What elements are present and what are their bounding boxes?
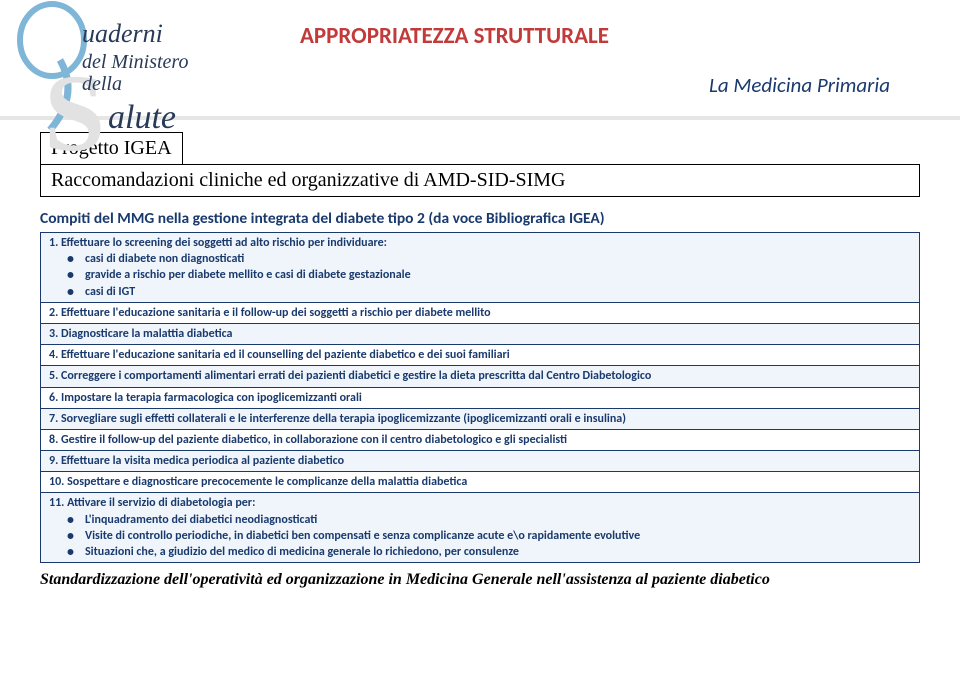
- table-row: 6. Impostare la terapia farmacologica co…: [41, 388, 919, 409]
- section-title: Compiti del MMG nella gestione integrata…: [40, 209, 920, 228]
- header: S uaderni del Ministero della alute APPR…: [0, 0, 960, 120]
- list-item: L'inquadramento dei diabetici neodiagnos…: [67, 512, 911, 528]
- svg-text:del Ministero: del Ministero: [82, 51, 188, 73]
- table-row: 8. Gestire il follow-up del paziente dia…: [41, 430, 919, 451]
- table-row: 3. Diagnosticare la malattia diabetica: [41, 324, 919, 345]
- svg-text:alute: alute: [108, 99, 176, 136]
- logo: S uaderni del Ministero della alute: [10, 0, 230, 180]
- table-row: 9. Effettuare la visita medica periodica…: [41, 451, 919, 472]
- content: Progetto IGEA Raccomandazioni cliniche e…: [0, 120, 960, 589]
- svg-text:uaderni: uaderni: [82, 19, 163, 48]
- table-row: 2. Effettuare l'educazione sanitaria e i…: [41, 303, 919, 324]
- rows-table: 1. Effettuare lo screening dei soggetti …: [40, 232, 920, 563]
- table-row: 11. Attivare il servizio di diabetologia…: [41, 493, 919, 562]
- table-row: 4. Effettuare l'educazione sanitaria ed …: [41, 345, 919, 366]
- table-row: 5. Correggere i comportamenti alimentari…: [41, 366, 919, 387]
- list-item: Visite di controllo periodiche, in diabe…: [67, 528, 911, 544]
- subtitle: La Medicina Primaria: [709, 72, 890, 98]
- list-item: casi di IGT: [67, 284, 911, 300]
- table-row: 10. Sospettare e diagnosticare precoceme…: [41, 472, 919, 493]
- list-item: casi di diabete non diagnosticati: [67, 251, 911, 267]
- main-title: APPROPRIATEZZA STRUTTURALE: [300, 22, 609, 50]
- list-item: Situazioni che, a giudizio del medico di…: [67, 544, 911, 560]
- table-row: 1. Effettuare lo screening dei soggetti …: [41, 233, 919, 303]
- list-item: gravide a rischio per diabete mellito e …: [67, 267, 911, 283]
- footer-text: Standardizzazione dell'operatività ed or…: [40, 571, 920, 589]
- table-row: 7. Sorvegliare sugli effetti collaterali…: [41, 409, 919, 430]
- svg-text:della: della: [82, 73, 122, 95]
